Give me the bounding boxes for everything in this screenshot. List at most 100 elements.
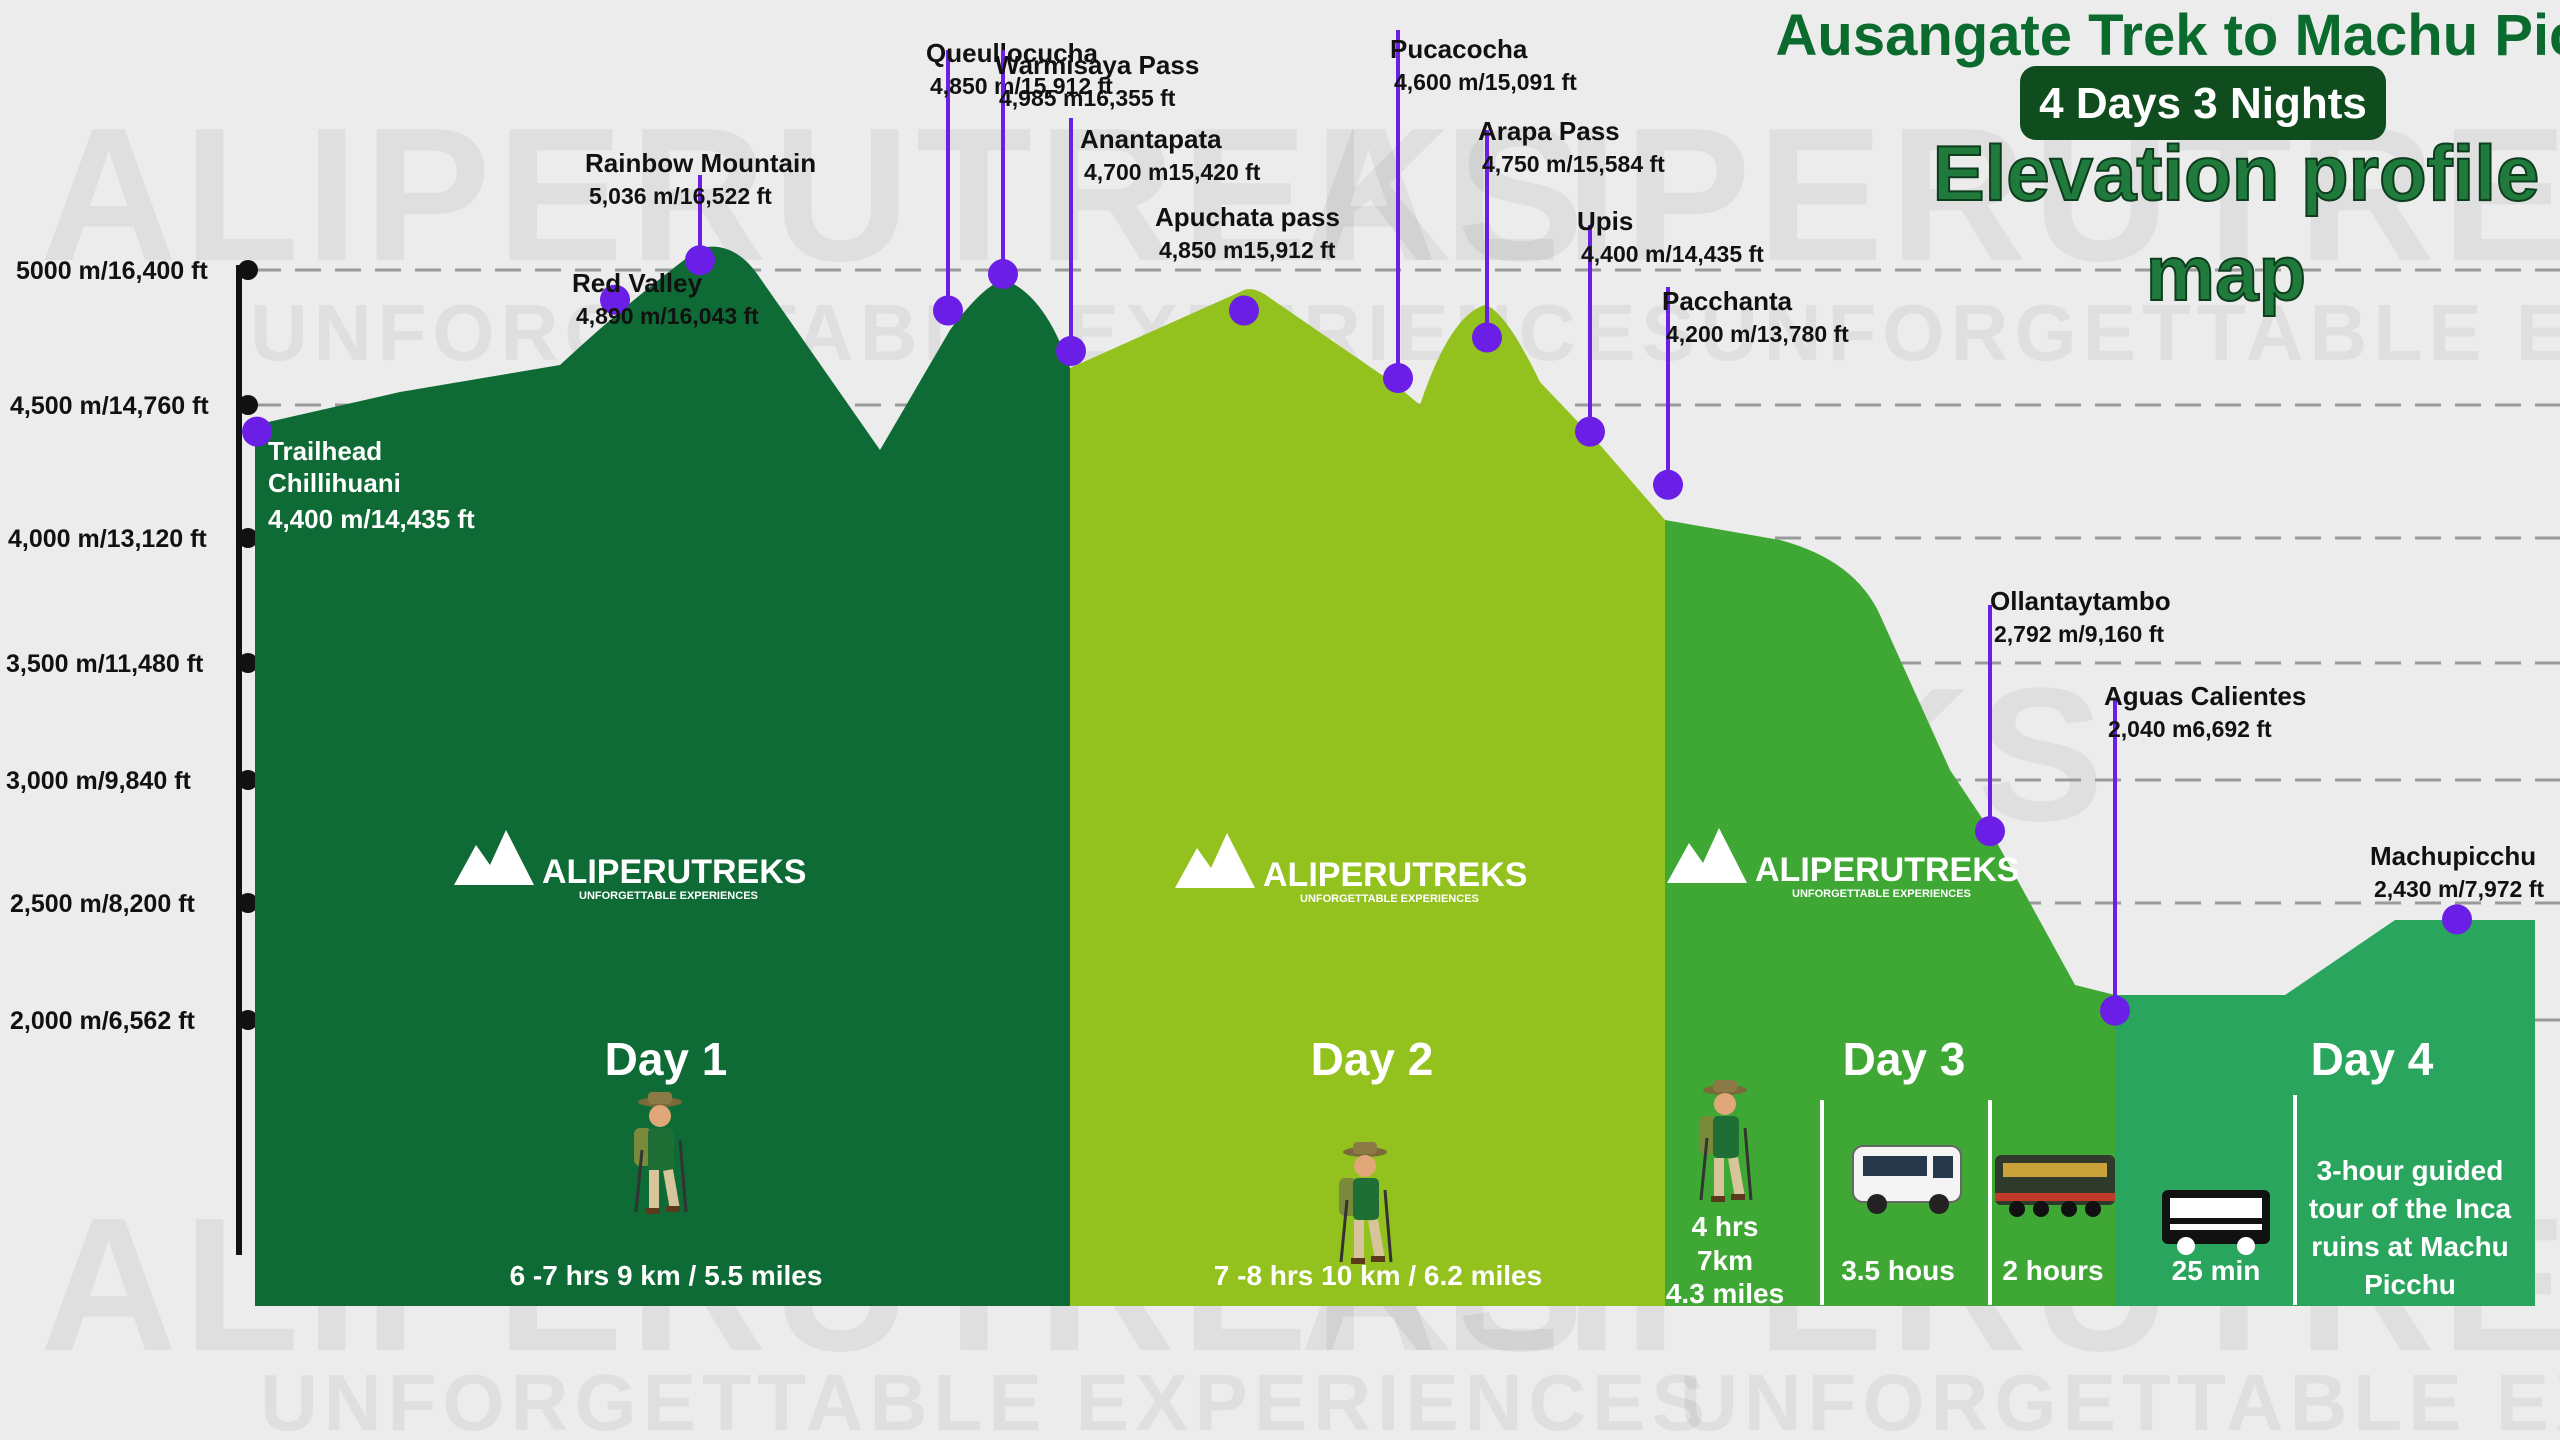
waypoint-marker xyxy=(1575,416,1605,447)
day4-tour-line1: 3-hour guided xyxy=(2317,1155,2504,1186)
watermark-tagline: UNFORGETTABLE EXPERIENCES xyxy=(1700,288,2560,377)
watermark-tagline: UNFORGETTABLE EXPERIENCES xyxy=(1680,1358,2560,1440)
title-block: Ausangate Trek to Machu Picchu 4 Days 3 … xyxy=(1776,3,2560,318)
waypoint-marker xyxy=(2442,904,2472,935)
waypoint-name: Rainbow Mountain xyxy=(585,148,816,178)
day1-label: Day 1 xyxy=(605,1033,728,1085)
waypoint-altitude: 5,036 m/16,522 ft xyxy=(589,183,772,209)
waypoint-name: Trailhead xyxy=(268,436,382,466)
waypoint-name-line2: Chillihuani xyxy=(268,468,401,498)
waypoint-name: Pacchanta xyxy=(1662,286,1793,316)
y-tick-dot xyxy=(238,260,258,280)
logo-day2: ALIPERUTREKS UNFORGETTABLE EXPERIENCES xyxy=(1175,833,1527,905)
waypoint-marker xyxy=(2100,995,2130,1026)
day3-terrain xyxy=(1665,520,2115,1306)
day4-panel: Day 4 25 min 3-hour guided tour of the I… xyxy=(2162,1033,2512,1300)
logo-tagline: UNFORGETTABLE EXPERIENCES xyxy=(1792,888,1971,900)
waypoint-altitude: 4,200 m/13,780 ft xyxy=(1666,321,1849,347)
waypoint-altitude: 4,850 m15,912 ft xyxy=(1159,237,1336,263)
day4-tour-line4: Picchu xyxy=(2364,1269,2456,1300)
title-line3a: Elevation profile xyxy=(1933,129,2540,217)
logo-day1: ALIPERUTREKS UNFORGETTABLE EXPERIENCES xyxy=(454,830,806,902)
waypoint-altitude: 4,850 m/15,912 ft xyxy=(930,73,1113,99)
waypoint-marker xyxy=(685,245,715,276)
waypoint-marker xyxy=(1653,469,1683,500)
waypoint-altitude: 4,890 m/16,043 ft xyxy=(576,303,759,329)
mountain-logo-icon xyxy=(1175,833,1255,888)
y-tick-label: 3,500 m/11,480 ft xyxy=(6,650,204,678)
day3-panel: Day 3 4 hrs 7km 4.3 miles 3.5 hous 2 hou… xyxy=(1666,1033,2115,1309)
y-tick-label: 4,500 m/14,760 ft xyxy=(10,392,209,420)
y-tick-dot xyxy=(238,395,258,415)
waypoint-altitude: 4,400 m/14,435 ft xyxy=(268,504,475,534)
waypoint-altitude: 4,750 m/15,584 ft xyxy=(1482,151,1665,177)
logo-tagline: UNFORGETTABLE EXPERIENCES xyxy=(579,890,758,902)
waypoint-marker xyxy=(988,259,1018,290)
y-tick-dot xyxy=(238,653,258,673)
waypoint-marker xyxy=(600,284,630,315)
waypoint-marker xyxy=(1975,816,2005,847)
logo-tagline: UNFORGETTABLE EXPERIENCES xyxy=(1300,893,1479,905)
logo-day3: ALIPERUTREKS UNFORGETTABLE EXPERIENCES xyxy=(1667,828,2019,900)
y-tick-dot xyxy=(238,893,258,913)
watermark-tagline: UNFORGETTABLE EXPERIENCES xyxy=(260,1358,1711,1440)
waypoint-name: Arapa Pass xyxy=(1478,116,1620,146)
waypoint-name: Machupicchu xyxy=(2370,841,2536,871)
day3-train-time: 2 hours xyxy=(2002,1255,2103,1286)
day4-tour-line2: tour of the Inca xyxy=(2309,1193,2512,1224)
waypoint-altitude: 4,985 m16,355 ft xyxy=(999,85,1176,111)
waypoint-altitude: 2,040 m6,692 ft xyxy=(2108,716,2272,742)
divider xyxy=(1988,1100,1992,1305)
mountain-logo-icon xyxy=(1667,828,1747,883)
waypoint-marker xyxy=(1056,336,1086,366)
logo-name: ALIPERUTREKS xyxy=(1755,851,2019,889)
day4-label: Day 4 xyxy=(2311,1033,2434,1085)
day2-label: Day 2 xyxy=(1311,1033,1434,1085)
y-axis-line xyxy=(236,265,242,1255)
waypoint-name: Apuchata pass xyxy=(1155,202,1340,232)
watermark-brand: ALIPERUTREKS xyxy=(40,89,1590,301)
logo-name: ALIPERUTREKS xyxy=(542,853,806,891)
waypoint-name: Ollantaytambo xyxy=(1990,586,2171,616)
waypoint-altitude: 4,400 m/14,435 ft xyxy=(1581,241,1764,267)
day3-bus-time: 3.5 hous xyxy=(1841,1255,1955,1286)
day3-label: Day 3 xyxy=(1843,1033,1966,1085)
duration-pill xyxy=(2020,66,2386,140)
y-tick-label: 4,000 m/13,120 ft xyxy=(8,525,207,553)
title-line1: Ausangate Trek to Machu Picchu xyxy=(1776,3,2560,68)
day2-info: 7 -8 hrs 10 km / 6.2 miles xyxy=(1214,1260,1542,1291)
y-tick-dot xyxy=(238,528,258,548)
waypoint-altitude: 4,700 m15,420 ft xyxy=(1084,159,1261,185)
day2-terrain xyxy=(1070,289,1665,1306)
waypoint-name: Aguas Calientes xyxy=(2104,681,2306,711)
y-tick-label: 5000 m/16,400 ft xyxy=(16,257,208,285)
waypoint-altitude: 2,792 m/9,160 ft xyxy=(1994,621,2164,647)
day1-info: 6 -7 hrs 9 km / 5.5 miles xyxy=(510,1260,823,1291)
waypoint-marker xyxy=(1229,295,1259,326)
waypoint-name: Pucacocha xyxy=(1390,34,1528,64)
y-tick-label: 2,500 m/8,200 ft xyxy=(10,890,196,918)
divider xyxy=(2293,1095,2297,1305)
day3-hike-distance-miles: 4.3 miles xyxy=(1666,1278,1784,1309)
day1-terrain xyxy=(255,246,1070,1307)
duration-pill-label: 4 Days 3 Nights xyxy=(2039,79,2367,128)
waypoint-marker xyxy=(242,416,272,447)
waypoint-name: Upis xyxy=(1577,206,1633,236)
waypoint-name: Queullocucha xyxy=(926,38,1098,68)
day-dividers xyxy=(1820,1095,2297,1305)
y-tick-dot xyxy=(238,770,258,790)
waypoint-altitude: 4,600 m/15,091 ft xyxy=(1394,69,1577,95)
waypoint-name: Red Valley xyxy=(572,268,703,298)
day3-hike-time: 4 hrs xyxy=(1692,1211,1759,1242)
y-axis: 5000 m/16,400 ft 4,500 m/14,760 ft 4,000 m… xyxy=(6,257,258,1035)
y-tick-label: 3,000 m/9,840 ft xyxy=(6,767,192,795)
title-line3b: map xyxy=(2146,229,2306,317)
day2-panel: Day 2 7 -8 hrs 10 km / 6.2 miles xyxy=(1214,1033,1542,1291)
waypoint-name: Warmisaya Pass xyxy=(995,50,1199,80)
day1-panel: Day 1 6 -7 hrs 9 km / 5.5 miles xyxy=(510,1033,823,1291)
y-tick-label: 2,000 m/6,562 ft xyxy=(10,1007,196,1035)
mountain-logo-icon xyxy=(454,830,534,885)
waypoint-altitude: 2,430 m/7,972 ft xyxy=(2374,876,2544,902)
